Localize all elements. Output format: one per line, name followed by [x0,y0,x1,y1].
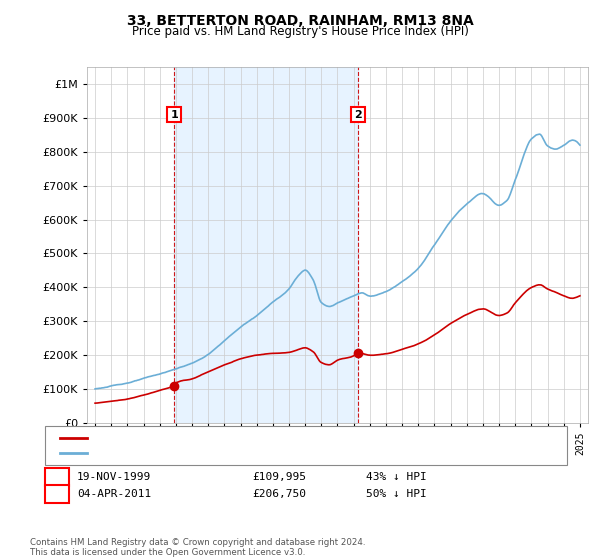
Text: 2: 2 [354,110,362,120]
Text: 50% ↓ HPI: 50% ↓ HPI [366,489,427,499]
Text: Contains HM Land Registry data © Crown copyright and database right 2024.
This d: Contains HM Land Registry data © Crown c… [30,538,365,557]
Text: 33, BETTERTON ROAD, RAINHAM, RM13 8NA (detached house): 33, BETTERTON ROAD, RAINHAM, RM13 8NA (d… [93,433,418,443]
Text: 33, BETTERTON ROAD, RAINHAM, RM13 8NA: 33, BETTERTON ROAD, RAINHAM, RM13 8NA [127,14,473,28]
Text: HPI: Average price, detached house, Havering: HPI: Average price, detached house, Have… [93,447,333,458]
Text: Price paid vs. HM Land Registry's House Price Index (HPI): Price paid vs. HM Land Registry's House … [131,25,469,38]
Text: £109,995: £109,995 [252,472,306,482]
Text: 04-APR-2011: 04-APR-2011 [77,489,151,499]
Text: £206,750: £206,750 [252,489,306,499]
Text: 19-NOV-1999: 19-NOV-1999 [77,472,151,482]
Bar [174,67,358,423]
Text: 1: 1 [53,472,61,482]
Text: 2: 2 [53,489,61,499]
Text: 43% ↓ HPI: 43% ↓ HPI [366,472,427,482]
Text: 1: 1 [170,110,178,120]
